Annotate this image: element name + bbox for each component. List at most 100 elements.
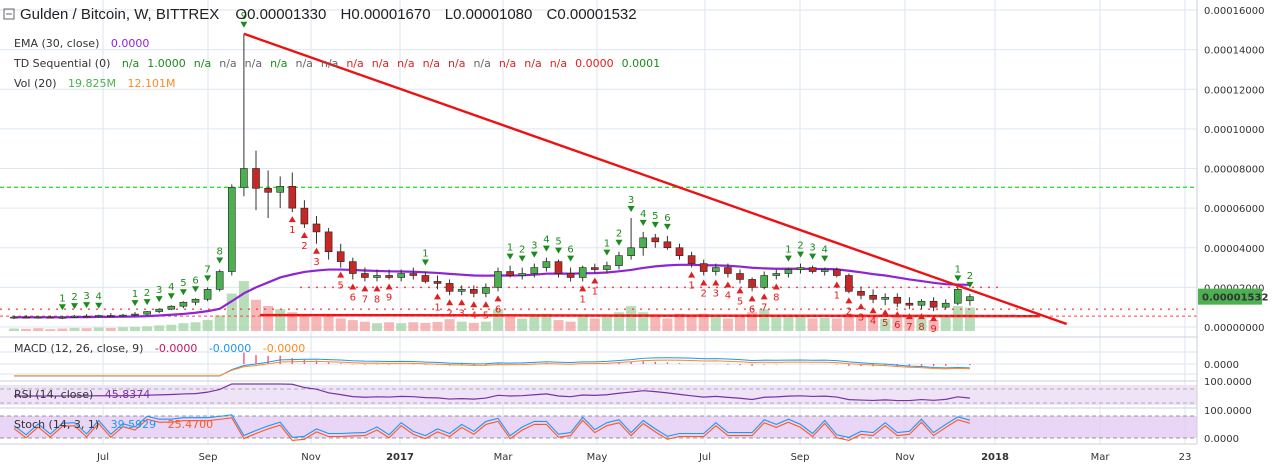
candle-body [107,315,115,317]
td-count-label: 1 [507,243,513,254]
td-buy-triangle [797,251,804,258]
time-tick-label: Mar [494,452,514,463]
candle-body [482,287,490,294]
td-count-label: 4 [168,282,174,293]
volume-bar [226,293,237,331]
candle-body [324,231,333,253]
td-count-label: 6 [664,213,670,224]
td-buy-triangle [204,275,212,282]
vol-legend[interactable]: Vol (20) 19.825M 12.101M [14,77,176,90]
candle-body [651,237,660,243]
volume-bar [831,318,842,331]
volume-bar [626,306,637,331]
td-legend-value: n/a [524,57,541,70]
candle-body [905,302,914,306]
candle-body [941,302,950,308]
candle-body [409,273,418,276]
td-count-label: 5 [882,318,888,329]
candle-body [929,300,938,308]
rsi-pane [0,383,1197,405]
volume-bar [166,324,177,331]
volume-bar [202,320,213,331]
volume-bar [529,316,540,331]
legend-header: Gulden / Bitcoin, W, BITTREX O0.00001330… [3,6,660,90]
trendline[interactable] [243,32,1068,326]
candle-body [34,316,43,319]
td-buy-triangle [627,206,635,213]
volume-bar [819,317,830,331]
price-tick-label: 0.00008000 [1204,165,1264,176]
td-sell-triangle [494,295,502,302]
td-sell-triangle [881,309,889,316]
rsi-legend[interactable]: RSI (14, close) 45.8374 [14,388,150,401]
td-count-label: 2 [967,271,973,282]
time-tick-label: Nov [895,452,915,463]
td-count-label: 1 [955,264,961,275]
td-count-label: 7 [906,322,912,333]
collapse-icon[interactable] [3,8,15,20]
td-legend-value: n/a [122,57,139,70]
candle-body [421,275,430,282]
candle-body [820,269,829,272]
td-sell-triangle [700,279,708,286]
volume-bar [747,312,758,331]
td-count-label: 1 [580,294,586,305]
volume-bar [686,315,697,331]
volume-bar [601,316,612,331]
candle-body [530,267,539,274]
candle-body [881,296,890,300]
candle-body [615,255,623,266]
volume-bar [843,313,854,331]
td-legend-label: TD Sequential (0) [13,57,110,70]
time-tick-label: May [587,452,608,463]
volume-bar [444,319,455,331]
td-legend-value: 1.0000 [147,57,186,70]
td-count-label: 1 [604,239,610,250]
td-count-label: 1 [132,289,138,300]
candle-body [276,186,285,193]
ohlc-close: C0.00001532 [547,6,637,23]
candle-body [639,237,648,249]
last-price-tag [1198,288,1262,305]
volume-bar [759,309,770,331]
td-sell-triangle [579,285,587,292]
volume-bar [45,329,56,331]
td-count-label: 2 [846,306,852,317]
td-buy-triangle [663,223,671,230]
td-count-label: 3 [713,288,719,299]
volume-bar [190,322,201,331]
td-legend-value: n/a [245,57,262,70]
td-sell-triangle [349,283,357,290]
candle-body [94,315,103,317]
ohlc-low: L0.00001080 [445,6,533,23]
td-sell-triangle [930,315,938,322]
stoch-d-line [13,417,971,441]
price-axis[interactable]: 0.00016000 0.00014000 0.00012000 0.00010000… [1198,6,1268,445]
candle-body [966,296,974,301]
candle-body [240,168,248,188]
macd-legend-value-2: -0.0000 [209,342,251,355]
stoch-legend[interactable]: Stoch (14, 3, 1) 39.5929 25.4700 [14,418,213,431]
td-buy-triangle [555,247,562,254]
ema-legend[interactable]: EMA (30, close) 0.0000 [14,37,149,50]
macd-legend[interactable]: MACD (12, 26, close, 9) -0.0000 -0.0000 … [14,342,305,355]
td-legend[interactable]: TD Sequential (0) n/a 1.0000 n/a n/a n/a n/a n… [13,57,660,70]
td-count-label: 4 [640,209,646,220]
td-count-label: 4 [543,235,549,246]
td-legend-value: n/a [321,57,338,70]
volume-bar [311,316,322,331]
time-axis[interactable]: Jul Sep Nov 2017 Mar May Jul Sep Nov 2018 Mar 23 [96,452,1191,463]
vol-legend-label: Vol (20) [14,77,57,90]
candle-body [155,308,163,312]
candle-body [736,273,744,280]
td-sell-triangle [918,313,925,320]
candle-body [191,298,200,303]
volume-bar [783,315,794,331]
td-count-label: 2 [519,245,525,256]
candle-body [917,300,926,306]
td-count-label: 5 [338,281,344,292]
td-count-label: 8 [773,292,779,303]
volume-bar [238,281,249,331]
